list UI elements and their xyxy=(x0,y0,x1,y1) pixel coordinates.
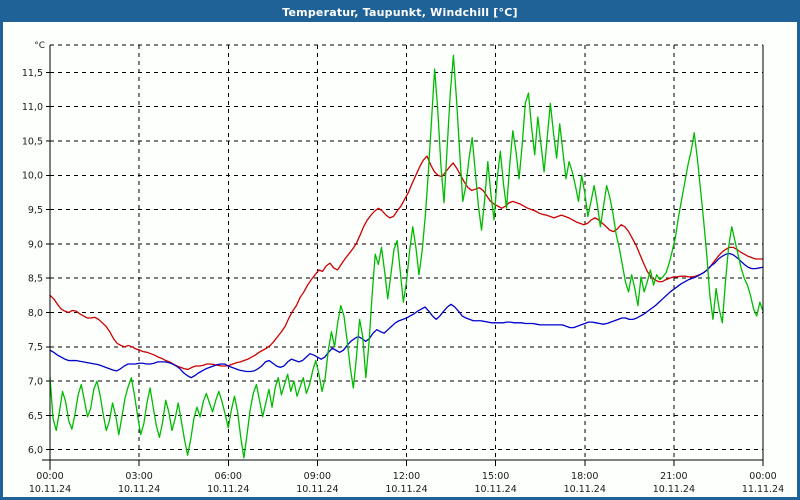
x-axis-tick-time: 03:00 xyxy=(125,471,152,482)
x-axis-tick-time: 21:00 xyxy=(660,471,687,482)
x-axis-tick-date: 10.11.24 xyxy=(207,484,249,495)
x-axis-tick-time: 06:00 xyxy=(215,471,242,482)
x-axis-tick-date: 10.11.24 xyxy=(118,484,160,495)
series-line-taupunkt xyxy=(49,252,764,379)
y-axis-tick-label: 8,5 xyxy=(28,274,43,285)
y-axis-tick-label: 9,5 xyxy=(28,205,43,216)
y-axis-tick-label: 6,0 xyxy=(28,445,43,456)
x-axis-tick-date: 10.11.24 xyxy=(474,484,516,495)
data-series-layer xyxy=(49,54,764,459)
y-axis-tick-label: 11,0 xyxy=(22,102,43,113)
x-axis-tick-time: 12:00 xyxy=(393,471,420,482)
y-axis-tick-label: 11,5 xyxy=(22,68,43,79)
axis-lines xyxy=(42,45,764,470)
x-axis-ticks: 00:00 10.11.24 03:00 10.11.24 06:00 10.11.24 0… xyxy=(29,460,784,495)
x-axis-tick-date: 10.11.24 xyxy=(29,484,71,495)
y-axis-ticks: 6,0 6,5 7,0 7,5 8,0 8,5 9,0 9,5 10,0 10,5 11,0 11,5 xyxy=(22,68,50,456)
chart-panel: Temperatur Taupunkt Windchill 6,06,57,07… xyxy=(3,22,797,497)
x-axis-tick-date: 10.11.24 xyxy=(296,484,338,495)
series-line-temperatur xyxy=(49,155,764,371)
y-axis-tick-label: 7,5 xyxy=(28,342,43,353)
y-axis-unit-label: °C xyxy=(34,41,45,51)
x-axis-tick-date: 10.11.24 xyxy=(564,484,606,495)
x-axis-tick-time: 15:00 xyxy=(482,471,509,482)
window-title-bar: Temperatur, Taupunkt, Windchill [°C] xyxy=(3,3,797,22)
chart-plot-area: 6,0 6,5 7,0 7,5 8,0 8,5 9,0 9,5 10,0 10,5 11,0 11,5… xyxy=(22,41,784,495)
x-axis-tick-time: 18:00 xyxy=(571,471,598,482)
grid-lines xyxy=(50,44,763,460)
y-axis-tick-label: 6,5 xyxy=(28,411,43,422)
y-axis-tick-label: 10,0 xyxy=(22,171,43,182)
x-axis-tick-time: 09:00 xyxy=(304,471,331,482)
y-axis-tick-label: 8,0 xyxy=(28,308,43,319)
series-line-windchill xyxy=(49,54,764,459)
y-axis-tick-label: 7,0 xyxy=(28,377,43,388)
x-axis-tick-date: 10.11.24 xyxy=(653,484,695,495)
y-axis-tick-label: 9,0 xyxy=(28,239,43,250)
x-axis-tick-date: 10.11.24 xyxy=(385,484,427,495)
x-axis-tick-time: 00:00 xyxy=(36,471,63,482)
x-axis-tick-time: 00:00 xyxy=(749,471,776,482)
y-axis-tick-label: 10,5 xyxy=(22,136,43,147)
page-title: Temperatur, Taupunkt, Windchill [°C] xyxy=(282,6,518,19)
x-axis-tick-date: 11.11.24 xyxy=(742,484,784,495)
